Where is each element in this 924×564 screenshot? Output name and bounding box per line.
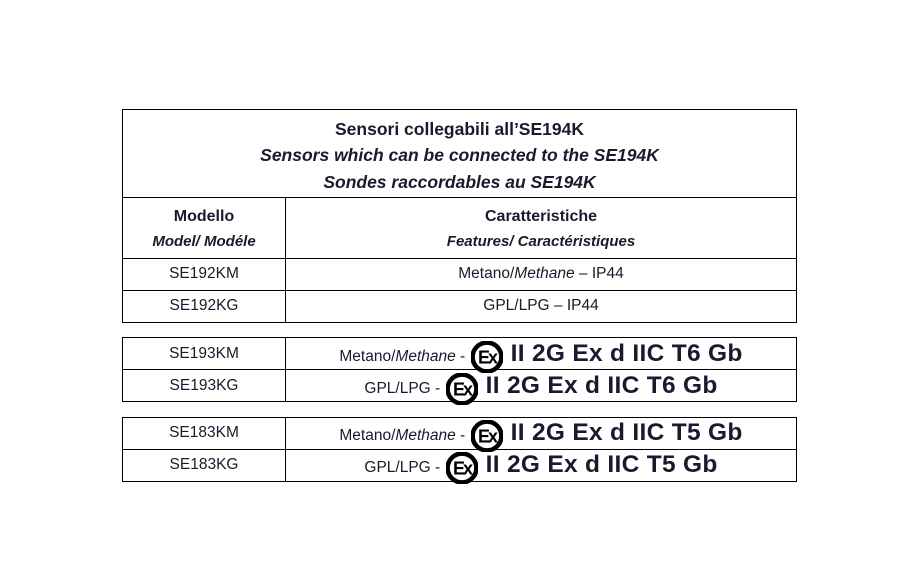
svg-text:Ex: Ex	[453, 459, 473, 479]
svg-text:Ex: Ex	[453, 379, 473, 399]
svg-text:Ex: Ex	[478, 347, 498, 367]
svg-text:Ex: Ex	[478, 427, 498, 447]
